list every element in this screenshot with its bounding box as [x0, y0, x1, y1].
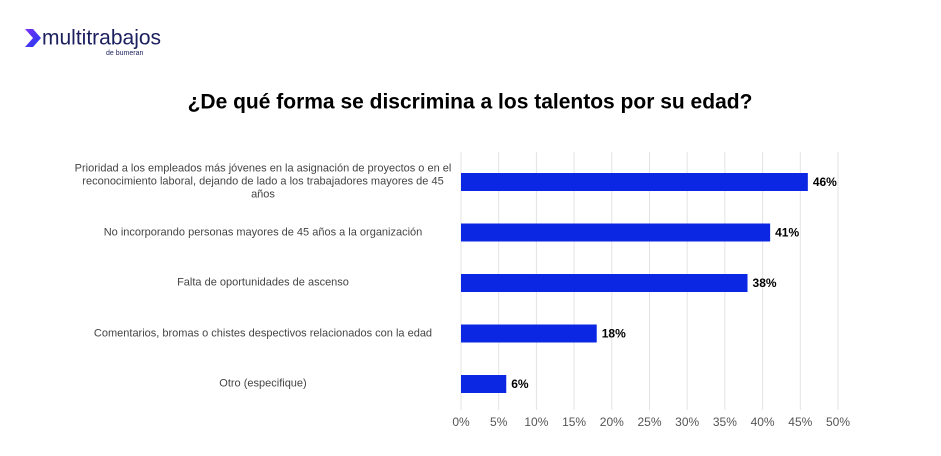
category-label: Prioridad a los empleados más jóvenes en… — [74, 162, 452, 201]
logo-name: multitrabajos — [42, 27, 161, 50]
x-tick-label: 50% — [826, 415, 850, 429]
x-tick-label: 0% — [452, 415, 470, 429]
value-label: 6% — [511, 377, 529, 391]
x-tick-label: 25% — [637, 415, 661, 429]
category-label: Otro (especifique) — [219, 377, 307, 390]
x-tick-label: 45% — [788, 415, 812, 429]
bar — [461, 324, 597, 343]
x-tick-label: 35% — [713, 415, 737, 429]
x-tick-label: 40% — [751, 415, 775, 429]
bar — [461, 173, 808, 191]
bar — [461, 375, 507, 393]
x-tick-label: 5% — [490, 415, 508, 429]
logo-icon — [25, 29, 41, 47]
bar — [461, 223, 771, 242]
x-tick-label: 30% — [675, 415, 699, 429]
category-label: Falta de oportunidades de ascenso — [177, 276, 349, 289]
category-label: No incorporando personas mayores de 45 a… — [103, 226, 423, 238]
value-label: 46% — [813, 175, 837, 189]
x-tick-label: 10% — [524, 415, 548, 429]
x-tick-label: 20% — [600, 415, 624, 429]
value-label: 18% — [602, 327, 626, 341]
chart-title: ¿De qué forma se discrimina a los talent… — [188, 91, 753, 114]
bar — [461, 274, 748, 292]
logo-sub: de bumeran — [106, 50, 143, 57]
value-label: 38% — [753, 276, 777, 290]
value-label: 41% — [775, 226, 799, 240]
x-tick-label: 15% — [562, 415, 586, 429]
category-label: Comentarios, bromas o chistes despectivo… — [93, 327, 433, 339]
